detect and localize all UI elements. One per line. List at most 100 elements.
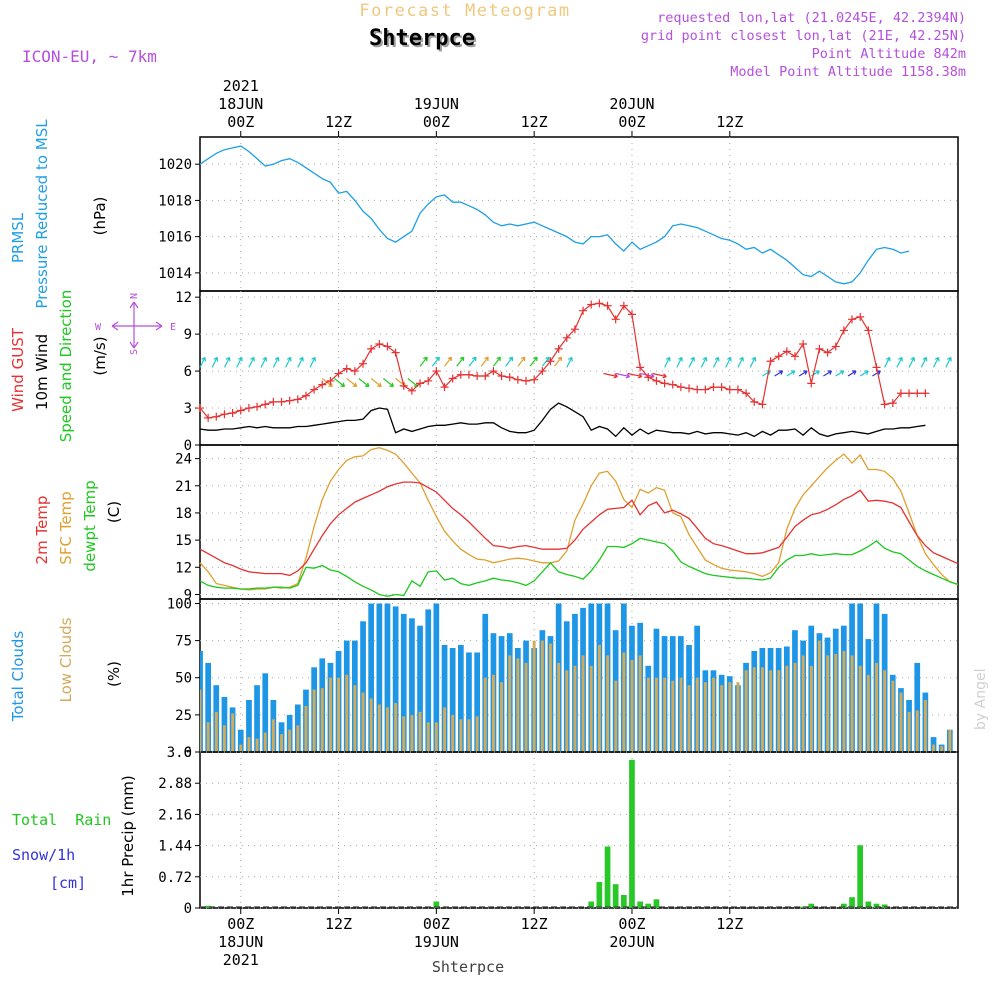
footer-station: Shterpce: [432, 958, 504, 976]
wind-gust-marker: [709, 383, 718, 392]
compass-s: S: [129, 349, 140, 355]
wind-direction-arrow-icon: [260, 356, 268, 368]
wind-direction-arrow-icon: [945, 356, 952, 368]
compass-arrows-icon: [111, 301, 163, 349]
wind-side-labels: Wind GUST 10m Wind Speed and Direction (…: [9, 290, 176, 443]
top-time-label: 20JUN: [609, 95, 654, 113]
rain-bar: [433, 901, 440, 908]
compass-e: E: [170, 322, 176, 333]
wind-direction-arrow-icon: [297, 356, 304, 368]
wind-gust-marker: [676, 383, 685, 392]
total-cloud-bar: [458, 645, 464, 752]
low-clouds-label: Low Clouds: [57, 617, 75, 702]
wind-direction-arrow-icon: [884, 356, 891, 368]
wind-gust-marker: [212, 412, 221, 421]
wind-gust-marker: [913, 389, 922, 398]
low-cloud-bar: [769, 670, 772, 752]
wind-gust-marker: [228, 408, 237, 417]
low-cloud-bar: [728, 682, 732, 752]
pressure-side-labels: PRMSL Pressure Reduced to MSL (hPa): [9, 119, 109, 309]
rain-bar: [865, 901, 872, 908]
low-cloud-bar: [271, 719, 275, 752]
top-time-label: 00Z: [423, 113, 450, 131]
wind-gust-marker: [301, 391, 310, 400]
wind-gust-marker: [823, 348, 832, 357]
wind-direction-arrow-icon: [725, 356, 732, 368]
wind-gust-marker: [456, 370, 465, 379]
wind-direction-arrow-icon: [419, 356, 428, 367]
wind-ytick-label: 0: [184, 438, 192, 454]
low-cloud-bar: [573, 665, 577, 752]
wind-direction-arrow-icon: [211, 356, 219, 368]
top-time-label: 18JUN: [218, 95, 263, 113]
low-cloud-bar: [434, 722, 438, 752]
wind-gust-marker: [244, 404, 253, 413]
temperature-side-labels: 2m Temp SFC Temp dewpt Temp (C): [33, 480, 123, 571]
wind-direction-arrow-icon: [529, 356, 538, 367]
low-cloud-bar: [296, 725, 300, 752]
clouds-panel: 0 25 50 75 100: [167, 596, 959, 761]
low-cloud-bar: [231, 713, 235, 752]
rain-bar: [604, 846, 611, 908]
wind-direction-arrow-icon: [786, 370, 796, 377]
wind-direction-arrow-icon: [541, 356, 550, 367]
low-cloud-bar: [622, 652, 626, 752]
low-cloud-bar: [818, 640, 821, 752]
wind-direction-arrow-icon: [749, 356, 757, 368]
wind-direction-arrow-icon: [358, 378, 370, 388]
precip-panel: 0 0.72 1.44 2.16 2.88 3.6: [158, 745, 959, 917]
top-time-label: 00Z: [618, 113, 645, 131]
rain-bar: [881, 904, 888, 908]
low-cloud-bar: [850, 655, 854, 752]
total-cloud-bar: [392, 606, 399, 752]
wind-gust-marker: [660, 379, 669, 388]
wind-direction-arrow-icon: [896, 356, 903, 368]
wind-gust-marker: [872, 363, 881, 372]
wind-direction-arrow-icon: [480, 356, 489, 367]
clouds-ytick-label: 50: [175, 671, 192, 687]
wind-gust-marker: [799, 339, 808, 348]
low-cloud-bar: [320, 688, 324, 752]
wind-direction-arrow-icon: [444, 356, 453, 367]
low-cloud-bar: [540, 640, 544, 752]
wind-direction-arrow-icon: [932, 356, 940, 368]
wind-gust-marker: [905, 389, 914, 398]
wind-gust-marker: [636, 363, 645, 372]
total-cloud-bar: [254, 685, 260, 752]
wind-direction-arrow-icon: [664, 356, 671, 368]
wind-gust-marker: [807, 379, 816, 388]
low-cloud-bar: [369, 698, 373, 752]
wind-gust-marker: [269, 397, 278, 406]
wind-gust-label: Wind GUST: [9, 327, 27, 412]
wind-ytick-label: 9: [184, 327, 192, 343]
clouds-ytick-label: 100: [167, 596, 192, 612]
top-time-label: 12Z: [521, 113, 548, 131]
wind-direction-arrow-icon: [676, 356, 683, 368]
low-cloud-bar: [695, 677, 699, 752]
low-cloud-bar: [842, 651, 846, 752]
low-cloud-bar: [720, 685, 724, 752]
rain-bar: [645, 903, 652, 908]
rain-bar: [857, 845, 863, 908]
wind-gust-marker: [253, 402, 262, 411]
wind-gust-marker: [440, 383, 449, 392]
bottom-time-label: 12Z: [716, 915, 743, 933]
credit-text: by Angel: [973, 669, 989, 730]
wind-direction-arrow-icon: [248, 356, 255, 368]
wind-direction-arrow-icon: [712, 356, 720, 368]
rain-bar: [596, 882, 603, 908]
wind-direction-arrow-icon: [236, 356, 243, 368]
bottom-time-label: 00Z: [227, 915, 254, 933]
top-time-label: 12Z: [716, 113, 743, 131]
wind-gust-marker: [204, 413, 213, 422]
low-cloud-bar: [598, 645, 601, 752]
low-cloud-bar: [663, 677, 667, 752]
wind-direction-arrow-icon: [309, 356, 316, 368]
wind-gust-marker: [367, 344, 376, 353]
low-cloud-bar: [524, 662, 528, 752]
wind-direction-arrow-icon: [492, 356, 501, 367]
total-cloud-bar: [360, 621, 366, 752]
wind-gust-marker: [668, 380, 677, 389]
wind-gust-marker: [513, 375, 522, 384]
wind-gust-marker: [196, 404, 204, 413]
